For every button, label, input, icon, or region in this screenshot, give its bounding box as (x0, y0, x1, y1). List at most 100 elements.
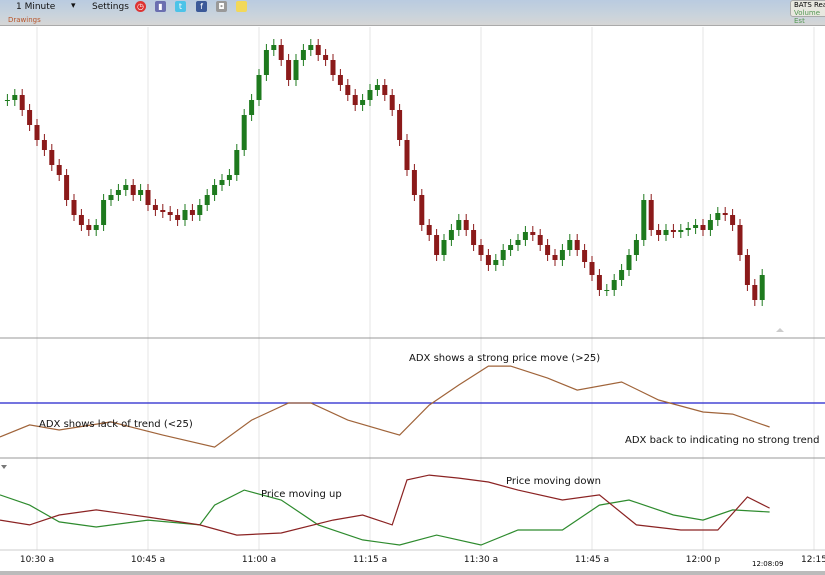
candle-body (596, 275, 602, 290)
candle-body (537, 235, 543, 245)
candle-body (337, 75, 343, 85)
di-plus-line (0, 489, 770, 546)
annotation-price-up: Price moving up (261, 489, 342, 500)
toolbar: 1 Minute ▾ Settings ◷ ▮ t f ◘ Drawings B… (0, 0, 825, 26)
candle-body (4, 100, 10, 101)
candle-body (130, 185, 136, 195)
candle-body (226, 175, 232, 180)
candle-body (93, 225, 99, 230)
candle-body (574, 240, 580, 250)
candle-body (589, 262, 595, 275)
candle-body (434, 235, 440, 255)
candle-body (352, 95, 358, 105)
candle-body (152, 205, 158, 210)
camera-icon[interactable]: ◘ (216, 1, 227, 12)
candle-body (71, 200, 77, 215)
chevron-down-icon[interactable]: ▾ (71, 1, 76, 11)
candle-body (545, 245, 551, 255)
candle-body (485, 255, 491, 265)
x-tick: 11:15 a (352, 555, 388, 565)
candle-body (611, 280, 617, 290)
candle-body (241, 115, 247, 150)
candle-body (471, 230, 477, 245)
current-time: 12:08:09 (752, 560, 784, 568)
candle-body (197, 205, 203, 215)
alarm-clock-icon[interactable]: ◷ (135, 1, 146, 12)
candle-body (315, 45, 321, 55)
candle-body (300, 50, 306, 60)
interval-select[interactable]: 1 Minute (16, 2, 56, 12)
scrollbar[interactable] (0, 571, 825, 575)
candle-body (27, 110, 33, 125)
x-tick: 12:00 p (685, 555, 721, 565)
candle-body (278, 45, 284, 60)
candle-body (108, 195, 114, 200)
book-icon[interactable]: ▮ (155, 1, 166, 12)
candle-body (64, 175, 70, 200)
candle-body (123, 185, 129, 190)
candle-body (145, 190, 151, 205)
candle-body (360, 100, 366, 105)
candle-body (678, 230, 684, 232)
candle-body (515, 240, 521, 245)
candle-body (56, 165, 62, 175)
candle-body (330, 60, 336, 75)
candle-body (737, 225, 743, 255)
candle-body (463, 220, 469, 230)
candle-body (234, 150, 240, 175)
candle-body (656, 230, 662, 235)
x-tick: 11:45 a (574, 555, 610, 565)
candle-body (12, 95, 18, 100)
candle-body (722, 213, 728, 215)
candle-body (19, 95, 25, 110)
candle-body (626, 255, 632, 270)
candle-body (559, 250, 565, 260)
candle-body (286, 60, 292, 80)
annotation-strong-trend: ADX shows a strong price move (>25) (409, 353, 601, 364)
candle-body (160, 210, 166, 212)
candle-body (567, 240, 573, 250)
candle-body (397, 110, 403, 140)
candle-body (522, 232, 528, 240)
x-tick: 11:30 a (463, 555, 499, 565)
candle-body (86, 225, 92, 230)
candle-body (744, 255, 750, 285)
annotation-no-trend: ADX back to indicating no strong trend (625, 435, 820, 446)
settings-button[interactable]: Settings (92, 2, 129, 12)
candle-body (685, 228, 691, 230)
candle-body (49, 150, 55, 165)
facebook-icon[interactable]: f (196, 1, 207, 12)
candle-body (582, 250, 588, 262)
candle-body (411, 170, 417, 195)
candle-body (700, 225, 706, 230)
x-tick: 11:00 a (241, 555, 277, 565)
candle-body (478, 245, 484, 255)
sticky-note-icon[interactable] (236, 1, 247, 12)
candle-body (34, 125, 40, 140)
di-minus-line (0, 474, 770, 536)
candle-body (404, 140, 410, 170)
candle-body (604, 290, 610, 291)
candle-body (707, 220, 713, 230)
drawings-menu[interactable]: Drawings (8, 16, 41, 24)
annotation-price-down: Price moving down (506, 476, 601, 487)
candle-body (552, 255, 558, 260)
candle-body (382, 85, 388, 95)
feed-sub-label: Volume Est (794, 9, 821, 25)
candle-body (189, 210, 195, 215)
candle-body (249, 100, 255, 115)
x-tick: 10:30 a (19, 555, 55, 565)
candle-body (374, 85, 380, 90)
candle-body (730, 215, 736, 225)
candle-body (693, 225, 699, 228)
candle-body (493, 260, 499, 265)
candle-body (345, 85, 351, 95)
twitter-icon[interactable]: t (175, 1, 186, 12)
candle-body (759, 275, 765, 300)
candle-body (752, 285, 758, 300)
candle-body (41, 140, 47, 150)
candle-body (204, 195, 210, 205)
candle-body (167, 212, 173, 215)
candle-body (619, 270, 625, 280)
